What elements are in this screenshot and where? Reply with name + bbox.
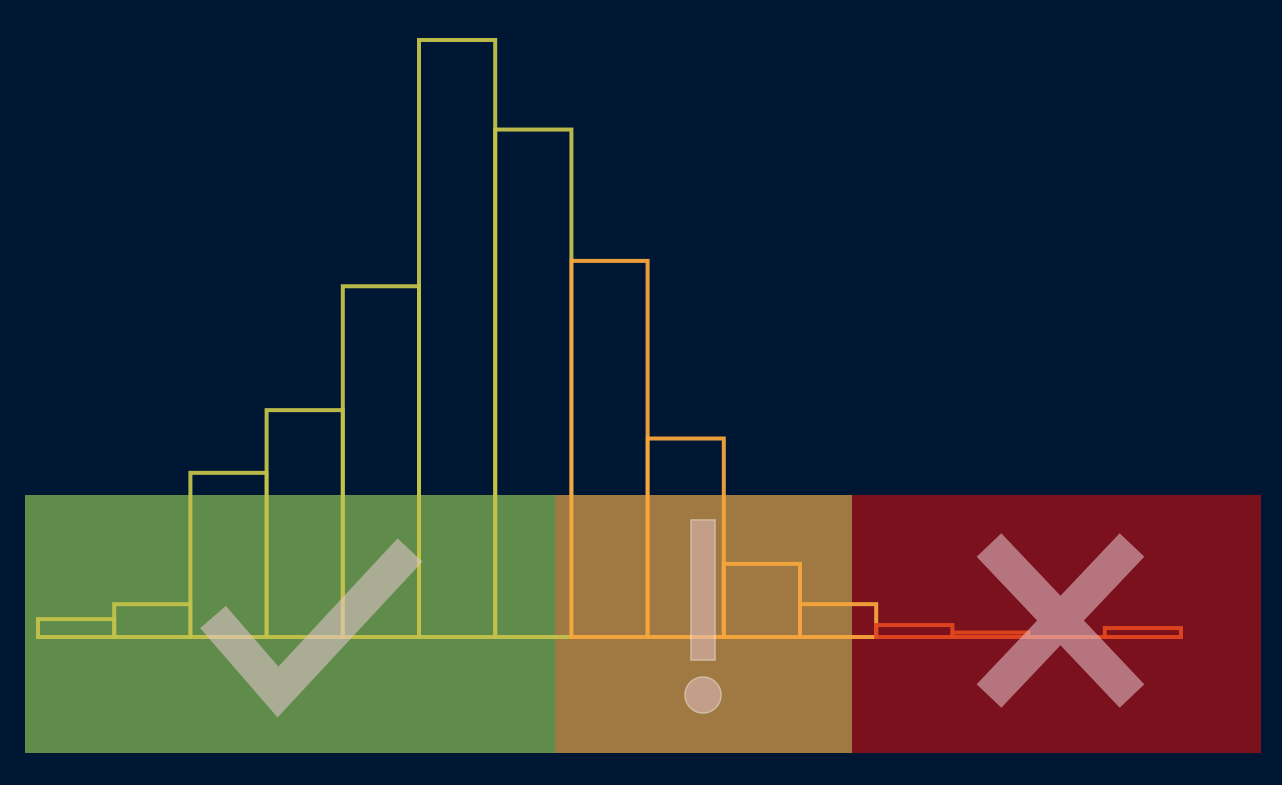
exclamation-icon <box>684 519 722 714</box>
histogram-bar <box>798 602 879 639</box>
icons-layer <box>200 519 1145 718</box>
histogram-bar <box>645 436 726 639</box>
bars-layer <box>36 38 1184 640</box>
histogram-bar <box>721 561 802 639</box>
histogram-bar <box>1102 626 1184 639</box>
zone-good <box>25 495 555 753</box>
x-mark-icon <box>976 533 1145 708</box>
checkmark-icon <box>200 538 423 718</box>
zones-layer <box>25 495 1261 753</box>
